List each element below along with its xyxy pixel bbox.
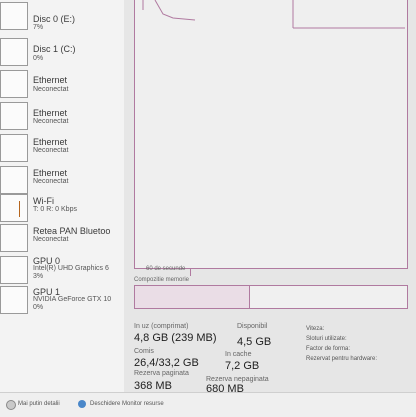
open-resource-monitor-link[interactable]: Deschidere Monitor resurse [90,401,164,407]
footer-bar: Mai putin detalii Deschidere Monitor res… [0,392,416,417]
device-name: Ethernet [33,108,68,118]
device-usage: 0% [33,55,44,62]
form-factor-key: Factor de forma: [306,346,351,352]
device-thumbnail [0,194,28,222]
device-name: Ethernet [33,137,68,147]
committed-value: 26,4/33,2 GB [134,357,199,369]
available-value: 4,5 GB [237,336,272,348]
graph-time-label: 60 de secunde [146,266,186,272]
available-label: Disponibil [237,323,268,330]
device-status: Neconectat [33,147,69,154]
chevron-up-icon[interactable] [6,400,16,410]
memory-composition-used [135,286,251,308]
resource-monitor-icon [78,400,86,408]
device-thumbnail [0,2,28,30]
device-status: Neconectat [33,118,69,125]
speed-key: Viteza: [306,326,325,332]
device-thumbnail [0,224,28,252]
device-thumbnail [0,134,28,162]
memory-composition-bar [134,285,408,309]
hardware-reserved-key: Rezervat pentru hardware: [306,356,378,362]
device-thumbnail [0,166,28,194]
device-model: Intel(R) UHD Graphics 6 [33,265,109,272]
device-name: Retea PAN Bluetoo [33,226,111,236]
slots-key: Sloturi utilizate: [306,336,347,342]
device-name: Disc 0 (E:) [33,14,76,24]
cached-value: 7,2 GB [225,360,260,372]
device-thumbnail [0,70,28,98]
in-use-label: In uz (comprimat) [134,323,189,330]
wifi-activity-line [19,201,20,217]
in-use-value: 4,8 GB (239 MB) [134,332,217,344]
device-name: Ethernet [33,75,68,85]
device-name: GPU 0 [33,256,61,266]
graph-line-usage [154,0,196,21]
device-thumbnail [0,256,28,284]
fewer-details-link[interactable]: Mai putin detalii [18,401,60,407]
device-name: Disc 1 (C:) [33,44,76,54]
graph-divider [190,268,191,276]
paged-pool-value: 368 MB [134,380,172,392]
device-name: GPU 1 [33,287,61,297]
device-thumbnail [0,102,28,130]
committed-label: Comis [134,348,154,355]
device-status: Neconectat [33,178,69,185]
device-usage: 3% [33,273,44,280]
device-thumbnail [0,38,28,66]
device-model: NVIDIA GeForce GTX 10 [33,296,112,303]
device-name: Wi-Fi [33,196,54,206]
device-thumbnail [0,286,28,314]
device-status: Neconectat [33,86,69,93]
cached-label: In cache [225,351,252,358]
paged-pool-label: Rezerva paginata [134,370,189,377]
device-throughput: T: 0 R: 0 Kbps [33,206,77,213]
device-usage: 7% [33,24,44,31]
memory-usage-graph [134,0,408,269]
nonpaged-pool-label: Rezerva nepaginata [206,376,269,383]
composition-label: Compozitie memorie [134,277,190,283]
memory-usage-graph-canvas [142,0,405,29]
memory-panel: 60 de secunde Compozitie memorie In uz (… [124,0,416,395]
device-usage: 0% [33,304,44,311]
device-status: Neconectat [33,236,69,243]
device-list: Disc 0 (E:) 7% Disc 1 (C:) 0% Ethernet N… [0,0,125,392]
device-name: Ethernet [33,168,68,178]
